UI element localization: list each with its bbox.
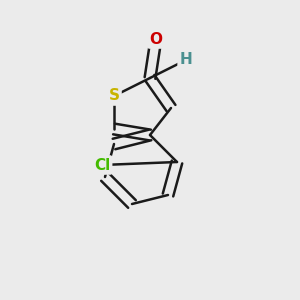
- Text: H: H: [180, 52, 192, 68]
- Text: S: S: [109, 88, 119, 104]
- Text: Cl: Cl: [94, 158, 110, 172]
- Text: O: O: [149, 32, 163, 46]
